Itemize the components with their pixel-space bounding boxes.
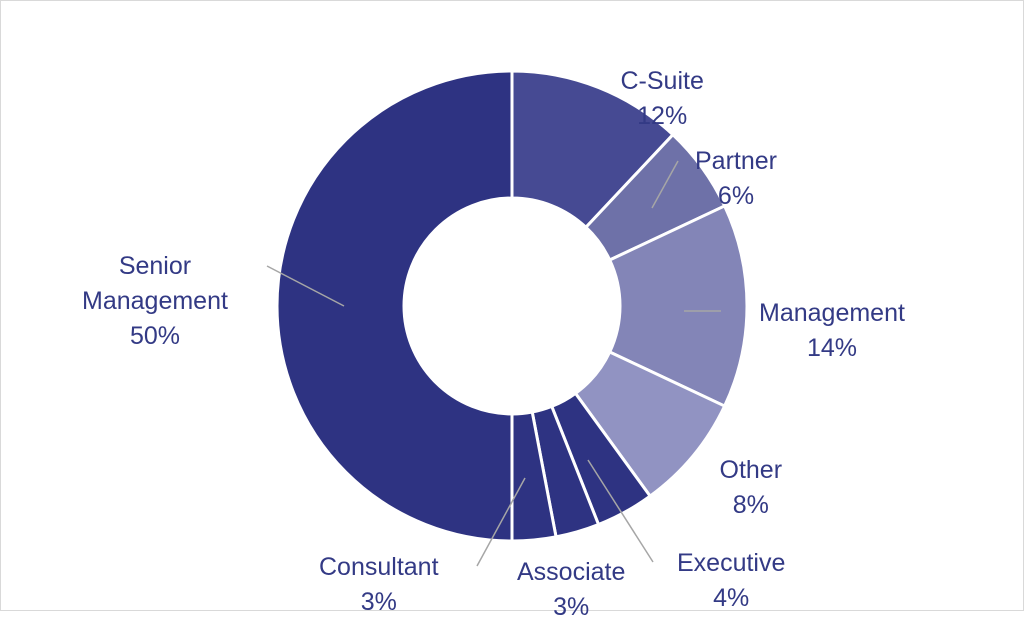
leader-line-senior-management: [266, 265, 345, 307]
slice-percent: 4%: [713, 584, 750, 612]
donut-chart: [266, 69, 749, 567]
leader-line-consultant: [476, 477, 526, 567]
slice-label-text: Partner: [695, 147, 777, 175]
slice-label-text: Associate: [517, 558, 626, 586]
leader-line-executive: [587, 459, 654, 563]
slice-label-text: Management: [759, 299, 905, 327]
data-label-other: Other 8%: [720, 453, 783, 523]
data-label-executive: Executive 4%: [677, 546, 785, 616]
slice-label-text: Management: [82, 287, 228, 315]
slice-label-text: C-Suite: [620, 67, 704, 95]
slice-management: [607, 203, 749, 409]
data-label-partner: Partner 6%: [695, 144, 777, 214]
slice-label-text: Executive: [677, 549, 786, 577]
slice-percent: 12%: [637, 102, 688, 130]
slice-label-text: Senior: [118, 252, 192, 280]
data-label-consultant: Consultant 3%: [319, 550, 439, 620]
slice-percent: 3%: [553, 593, 590, 621]
slice-label-text: Other: [719, 456, 783, 484]
slice-percent: 6%: [717, 182, 755, 210]
slice-senior-management: [275, 69, 514, 543]
leader-line-partner: [651, 160, 679, 209]
data-label-senior-management: Senior Management 50%: [82, 249, 228, 354]
data-label-c-suite: C-Suite 12%: [621, 64, 704, 134]
data-label-associate: Associate 3%: [517, 555, 625, 625]
slice-percent: 14%: [806, 334, 857, 362]
slice-percent: 50%: [129, 322, 180, 350]
slice-percent: 8%: [732, 491, 769, 519]
slice-percent: 3%: [360, 588, 397, 616]
data-label-management: Management 14%: [759, 296, 905, 366]
slice-label-text: Consultant: [319, 553, 439, 581]
